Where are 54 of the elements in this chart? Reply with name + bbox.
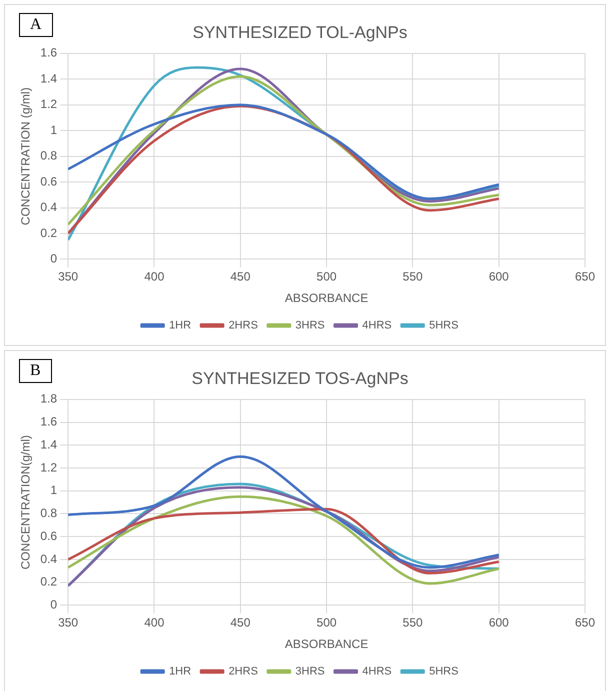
x-tick-label: 500 — [316, 270, 337, 284]
x-tick-label: 400 — [144, 270, 165, 284]
y-tick-label: 0.4 — [40, 200, 58, 214]
legend-label: 5HRS — [429, 666, 458, 678]
x-tick-label: 450 — [230, 616, 251, 630]
text: A — [19, 13, 53, 37]
y-tick-label: 1.6 — [40, 414, 58, 429]
legend-label: 1HR — [169, 320, 192, 332]
x-tick-label: 350 — [58, 270, 78, 284]
y-tick-label: 0.8 — [40, 506, 58, 520]
y-tick-label: 0 — [50, 252, 58, 266]
y-tick-label: 1.4 — [40, 437, 58, 452]
y-tick-label: 0.8 — [40, 148, 58, 163]
y-tick-label: 1 — [50, 483, 58, 498]
y-tick-label: 0.2 — [40, 574, 58, 589]
x-tick-label: 400 — [144, 616, 165, 630]
legend-label: 5HRS — [429, 320, 458, 332]
x-tick-label: 450 — [230, 270, 251, 284]
y-axis-title: CONCENTRATION(g/ml) — [18, 435, 33, 570]
y-tick-label: 1.4 — [40, 71, 58, 86]
chart-title: SYNTHESIZED TOS-AgNPs — [192, 368, 408, 388]
y-tick-label: 1.6 — [40, 46, 58, 60]
y-tick-label: 1.8 — [40, 392, 58, 406]
y-tick-label: 0.6 — [40, 528, 58, 543]
legend-label: 2HRS — [228, 666, 258, 678]
x-tick-label: 650 — [574, 616, 596, 630]
x-tick-label: 550 — [402, 270, 424, 284]
x-tick-label: 550 — [402, 616, 424, 630]
y-tick-label: 0 — [50, 598, 58, 612]
line-series — [68, 455, 500, 569]
legend-label: 4HRS — [362, 320, 392, 332]
y-axis-title: CONCENTRATION (g/ml) — [18, 87, 33, 226]
line-series — [68, 508, 500, 574]
legend-label: 3HRS — [295, 666, 325, 678]
legend-label: 3HRS — [295, 320, 325, 332]
y-tick-label: 1 — [50, 122, 58, 137]
legend-label: 1HR — [169, 666, 192, 678]
x-tick-label: 650 — [574, 270, 596, 284]
x-tick-label: 500 — [316, 616, 337, 630]
x-axis-title: ABSORBANCE — [284, 637, 368, 652]
y-tick-label: 1.2 — [40, 97, 58, 112]
x-axis-title: ABSORBANCE — [284, 291, 368, 306]
line-series — [68, 104, 500, 200]
y-tick-label: 0.4 — [40, 552, 58, 566]
text: B — [19, 359, 52, 383]
legend-label: 2HRS — [228, 320, 258, 332]
x-tick-label: 600 — [488, 270, 510, 284]
legend-label: 4HRS — [362, 666, 392, 678]
chart-title: SYNTHESIZED TOL-AgNPs — [192, 22, 408, 42]
y-tick-label: 0.2 — [40, 226, 58, 240]
y-tick-label: 1.2 — [40, 460, 58, 474]
x-tick-label: 350 — [58, 616, 78, 630]
x-tick-label: 600 — [488, 616, 510, 630]
y-tick-label: 0.6 — [40, 174, 58, 188]
